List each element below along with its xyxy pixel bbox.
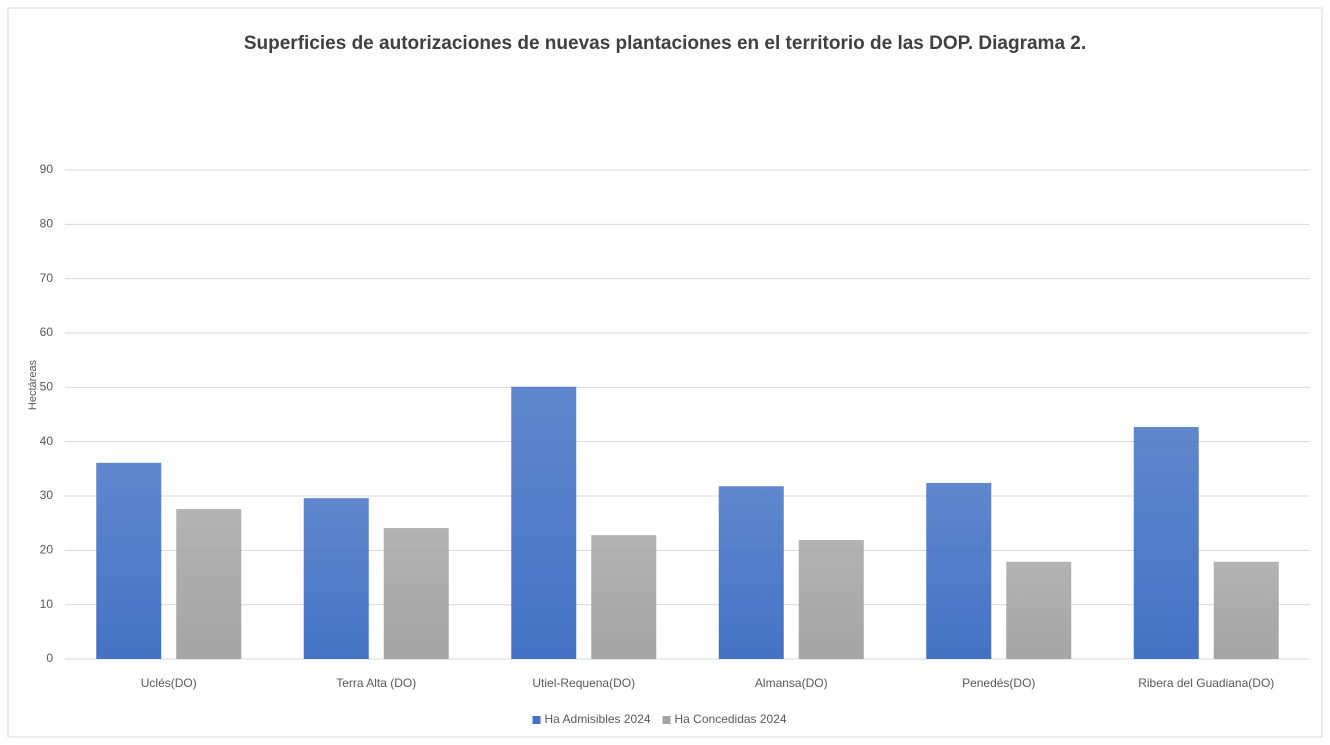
y-tick-label: 40 — [40, 434, 54, 448]
x-tick-label: Utiel-Requena(DO) — [532, 676, 635, 690]
chart-title: Superficies de autorizaciones de nuevas … — [244, 33, 1086, 54]
x-tick-label: Uclés(DO) — [141, 676, 197, 690]
y-tick-label: 60 — [40, 325, 54, 339]
y-tick-label: 50 — [40, 380, 54, 394]
bar — [591, 535, 657, 659]
bar — [176, 509, 242, 659]
legend-swatch — [662, 716, 671, 724]
bar — [303, 498, 369, 659]
bar — [96, 462, 162, 659]
bar — [1006, 561, 1072, 659]
x-tick-label: Penedés(DO) — [962, 676, 1035, 690]
y-axis-label: Hectáreas — [27, 359, 39, 410]
bar — [511, 386, 577, 659]
legend-label: Ha Concedidas 2024 — [675, 712, 787, 726]
y-tick-label: 30 — [40, 488, 54, 502]
x-tick-label: Ribera del Guadiana(DO) — [1138, 676, 1274, 690]
legend-label: Ha Admisibles 2024 — [545, 712, 651, 726]
x-tick-label: Terra Alta (DO) — [336, 676, 416, 690]
legend-swatch — [532, 716, 541, 724]
y-tick-label: 80 — [40, 217, 54, 231]
bar — [926, 482, 992, 659]
y-tick-label: 70 — [40, 271, 54, 285]
y-tick-label: 90 — [40, 162, 54, 176]
y-tick-label: 0 — [46, 651, 53, 665]
bar — [1213, 561, 1279, 659]
bar — [718, 486, 784, 659]
bar — [798, 540, 864, 659]
x-tick-label: Almansa(DO) — [755, 676, 828, 690]
bar — [383, 528, 449, 659]
bar — [1133, 426, 1199, 659]
y-tick-label: 10 — [40, 597, 54, 611]
y-tick-label: 20 — [40, 543, 54, 557]
